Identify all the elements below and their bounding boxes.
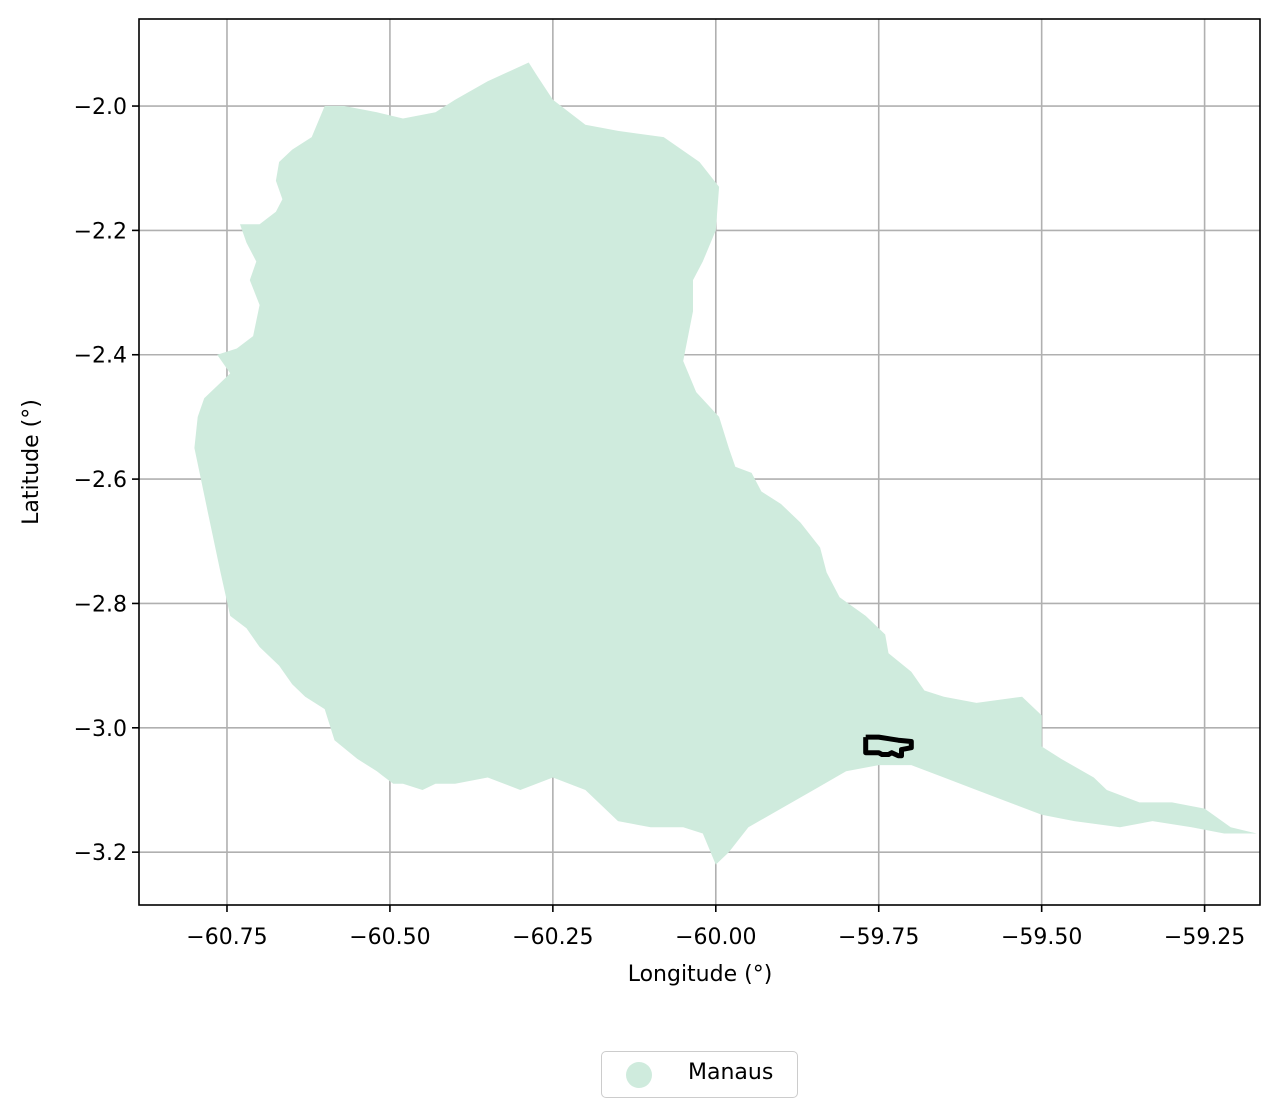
y-tick-label: −2.6 bbox=[74, 468, 127, 493]
y-axis-label: Latitude (°) bbox=[19, 399, 44, 525]
y-tick-label: −2.0 bbox=[74, 95, 127, 120]
x-tick-label: −59.75 bbox=[838, 925, 919, 950]
legend-marker-manaus bbox=[626, 1062, 652, 1088]
y-tick-label: −3.0 bbox=[74, 717, 127, 742]
y-tick-label: −2.2 bbox=[74, 219, 127, 244]
region-layer bbox=[194, 62, 1257, 865]
x-tick-label: −60.50 bbox=[349, 925, 430, 950]
y-tick-label: −2.4 bbox=[74, 344, 127, 369]
urban-area-outline bbox=[863, 734, 914, 759]
x-tick-label: −60.25 bbox=[512, 925, 593, 950]
y-tick-label: −3.2 bbox=[74, 841, 127, 866]
x-tick-label: −59.25 bbox=[1164, 925, 1245, 950]
y-tick-label: −2.8 bbox=[74, 592, 127, 617]
x-axis-label: Longitude (°) bbox=[628, 962, 773, 987]
legend-label-manaus: Manaus bbox=[688, 1060, 774, 1085]
x-tick-label: −59.50 bbox=[1001, 925, 1082, 950]
plot-frame bbox=[138, 18, 1261, 906]
x-tick-label: −60.75 bbox=[186, 925, 267, 950]
legend: Manaus bbox=[601, 1051, 798, 1098]
axis-ticks: −60.75 −60.50 −60.25 −60.00 −59.75 −59.50 −59.… bbox=[74, 95, 1246, 950]
manaus-region-polygon bbox=[194, 62, 1257, 865]
x-tick-label: −60.00 bbox=[675, 925, 756, 950]
